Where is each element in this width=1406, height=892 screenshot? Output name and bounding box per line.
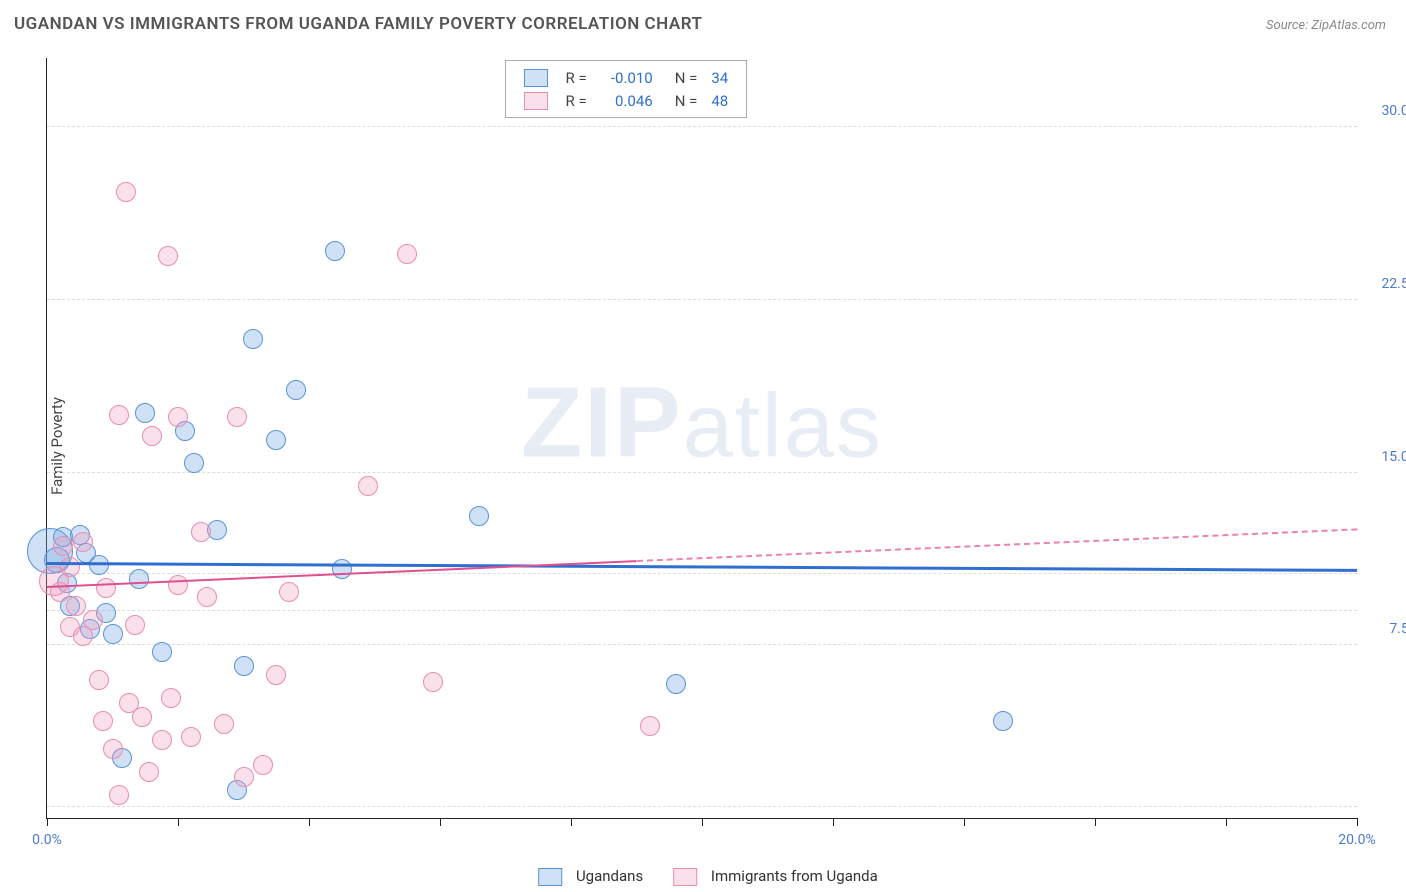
gridline [47, 573, 1357, 574]
x-tick [1095, 818, 1096, 826]
data-point [397, 244, 417, 264]
watermark: ZIPatlas [521, 365, 883, 480]
data-point [286, 380, 306, 400]
data-point [109, 405, 129, 425]
data-point [89, 670, 109, 690]
x-tick [440, 818, 441, 826]
y-tick-label: 30.0% [1364, 103, 1406, 119]
data-point [152, 730, 172, 750]
data-point [168, 575, 188, 595]
legend-bottom: Ugandans Immigrants from Uganda [518, 867, 888, 886]
data-point [66, 596, 86, 616]
chart-container: UGANDAN VS IMMIGRANTS FROM UGANDA FAMILY… [0, 0, 1406, 892]
gridline [47, 299, 1357, 300]
data-point [184, 453, 204, 473]
x-tick [571, 818, 572, 826]
data-point [53, 536, 73, 556]
x-tick [702, 818, 703, 826]
data-point [325, 241, 345, 261]
data-point [227, 407, 247, 427]
legend-stats: R =-0.010N =34R =0.046N =48 [505, 60, 748, 118]
data-point [423, 672, 443, 692]
plot-area: ZIPatlas 7.5%15.0%22.5%30.0%0.0%20.0% [46, 58, 1357, 819]
legend-swatch [673, 868, 697, 886]
x-tick [964, 818, 965, 826]
legend-item: Immigrants from Uganda [663, 867, 878, 885]
source-label: Source: ZipAtlas.com [1266, 18, 1386, 33]
data-point [73, 532, 93, 552]
data-point [993, 711, 1013, 731]
data-point [168, 407, 188, 427]
data-point [279, 582, 299, 602]
data-point [358, 476, 378, 496]
legend-swatch [524, 69, 548, 87]
data-point [142, 426, 162, 446]
data-point [96, 578, 116, 598]
gridline [47, 610, 1357, 611]
y-tick-label: 15.0% [1364, 449, 1406, 465]
data-point [214, 714, 234, 734]
data-point [243, 329, 263, 349]
data-point [125, 615, 145, 635]
data-point [181, 727, 201, 747]
x-tick [178, 818, 179, 826]
data-point [234, 656, 254, 676]
trend-line [47, 562, 1357, 572]
gridline [47, 472, 1357, 473]
x-tick [1357, 818, 1358, 826]
data-point [103, 624, 123, 644]
x-tick [47, 818, 48, 826]
data-point [93, 711, 113, 731]
trend-line [636, 528, 1357, 562]
data-point [666, 674, 686, 694]
gridline [47, 806, 1357, 807]
x-tick-label: 0.0% [32, 832, 62, 848]
data-point [332, 559, 352, 579]
data-point [116, 182, 136, 202]
data-point [152, 642, 172, 662]
gridline [47, 644, 1357, 645]
y-tick-label: 22.5% [1364, 276, 1406, 292]
data-point [197, 587, 217, 607]
data-point [469, 506, 489, 526]
data-point [60, 557, 80, 577]
data-point [191, 522, 211, 542]
data-point [83, 610, 103, 630]
data-point [103, 739, 123, 759]
x-tick [833, 818, 834, 826]
x-tick [309, 818, 310, 826]
data-point [129, 569, 149, 589]
gridline [47, 126, 1357, 127]
data-point [234, 767, 254, 787]
data-point [161, 688, 181, 708]
legend-swatch [524, 92, 548, 110]
legend-swatch [538, 868, 562, 886]
data-point [158, 246, 178, 266]
data-point [135, 403, 155, 423]
x-tick-label: 20.0% [1338, 832, 1376, 848]
data-point [132, 707, 152, 727]
legend-item: Ugandans [528, 867, 643, 885]
data-point [253, 755, 273, 775]
data-point [266, 430, 286, 450]
chart-title: UGANDAN VS IMMIGRANTS FROM UGANDA FAMILY… [14, 14, 702, 34]
x-tick [1226, 818, 1227, 826]
data-point [266, 665, 286, 685]
data-point [139, 762, 159, 782]
y-tick-label: 7.5% [1364, 621, 1406, 637]
data-point [640, 716, 660, 736]
data-point [109, 785, 129, 805]
